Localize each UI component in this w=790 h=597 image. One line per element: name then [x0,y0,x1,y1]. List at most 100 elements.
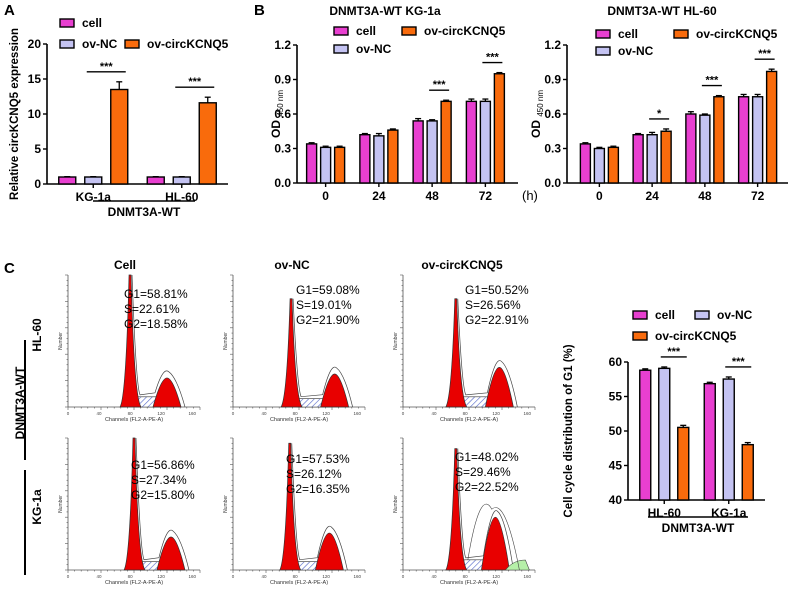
chart-c-g1-distribution: 40 45 50 55 60 Cell cycle distribution of G1 … [563,308,765,535]
flow-x-tick-label: 40 [97,411,103,416]
flow-x-tick-label: 80 [128,574,134,579]
y-tick-label: 0.3 [274,142,291,156]
legend-label: ov-circKCNQ5 [147,37,229,51]
flow-g2-peak [480,516,510,571]
flow-g1-peak [280,298,303,408]
bar-ov-circkcnq5 [660,130,672,184]
legend-swatch-ov-nc [694,310,710,320]
flow-g1-peak [279,442,302,571]
g2-value: G2=22.52% [455,480,519,494]
s-value: S=22.61% [124,302,180,316]
group-label: DNMT3A-WT [662,521,735,535]
flow-y-axis-label: Number [223,495,229,513]
flow-g2-peak [484,367,514,408]
flow-x-tick-label: 40 [262,411,268,416]
flow-x-tick-label: 160 [523,411,531,416]
chart-title-b2: DNMT3A-WT HL-60 [607,4,717,18]
flow-x-tick-label: 120 [157,411,165,416]
bar-ov-nc [699,114,711,184]
flow-x-axis-label: Channels (FL2-A-PE-A) [105,580,163,586]
g1-value: G1=59.08% [296,283,360,297]
x-tick-label: 0 [596,189,603,203]
flow-x-tick-label: 40 [97,574,103,579]
g2-value: G2=18.58% [124,317,188,331]
y-axis-label: Cell cycle distribution of G1 (%) [563,344,575,517]
x-tick-label: 72 [479,189,493,203]
flow-y-axis-label: Number [393,332,399,350]
g1-value: G1=58.81% [124,287,188,301]
significance-label: *** [667,346,681,358]
y-axis-label: OD 450 nm [529,90,545,138]
flow-x-tick-label: 0 [402,411,405,416]
significance-label: *** [433,79,447,91]
y-axis-label: OD 450 nm [269,90,285,138]
flow-stats-hl60-cell: G1=58.81% S=22.61% G2=18.58% [124,287,188,332]
flow-x-tick-label: 0 [232,411,235,416]
flow-g2-peak [314,532,344,571]
legend-swatch-ov-circkcnq5 [632,331,648,341]
flow-col-title-ovcirc: ov-circKCNQ5 [421,258,503,272]
bar-cell [305,143,318,184]
chart-b1-kg1a-od: 0.0 0.3 0.6 0.9 1.2 OD 450 nm 0 24 48 72 *** *** (h)… [269,24,538,203]
flow-y-axis-label: Number [58,332,64,350]
bar-ov-circkcnq5 [387,129,399,184]
flow-x-tick-label: 120 [322,411,330,416]
legend-label: ov-NC [356,42,392,56]
x-tick-label: 48 [425,189,439,203]
bar-cell [58,176,77,185]
significance-label: *** [758,48,772,60]
y-tick-label: 0.6 [544,107,561,121]
flow-x-tick-label: 160 [523,574,531,579]
g1-value: G1=50.52% [465,283,529,297]
flow-x-axis-label: Channels (FL2-A-PE-A) [270,580,328,586]
g1-value: G1=56.86% [131,458,195,472]
g2-value: G2=16.35% [286,482,350,496]
flow-col-title-cell: Cell [113,258,136,272]
y-tick-label: 15 [28,72,42,86]
flow-x-tick-label: 0 [232,574,235,579]
x-tick-label: 24 [645,189,659,203]
y-axis-label: Relative circKCNQ5 expression [9,28,21,200]
x-tick-label: 0 [322,189,329,203]
x-tick-label: 24 [372,189,386,203]
flow-stats-hl60-ovcirc: G1=50.52% S=26.56% G2=22.91% [465,283,529,328]
flow-x-tick-label: 120 [157,574,165,579]
significance-label: *** [100,61,114,73]
x-tick-label: 72 [751,189,765,203]
flow-g1-peak [119,274,142,408]
legend-swatch-ov-circkcnq5 [124,39,140,49]
y-tick-label: 50 [609,424,623,438]
x-tick-label: KG-1a [711,506,747,520]
flow-g1-peak [123,437,146,571]
flow-x-tick-label: 80 [293,411,299,416]
legend-label: ov-NC [618,44,654,58]
legend-swatch-cell [59,18,75,28]
g2-value: G2=22.91% [465,313,529,327]
flow-envelope-line [135,437,190,571]
flow-y-axis-label: Number [393,495,399,513]
y-tick-label: 1.2 [274,38,291,52]
bar-ov-circkcnq5 [677,426,690,501]
flow-g1-peak [445,448,468,571]
y-tick-label: 55 [609,390,623,404]
flow-x-tick-label: 160 [188,411,196,416]
flow-x-tick-label: 120 [492,574,500,579]
group-label: DNMT3A-WT [108,205,181,219]
x-axis-unit: (h) [522,188,538,203]
g2-value: G2=15.80% [131,488,195,502]
flow-envelope-line [457,298,518,408]
bar-cell [465,100,478,184]
flow-stats-kg1a-ovnc: G1=57.53% S=26.12% G2=16.35% [286,452,350,497]
flow-cytometry-histograms: 0 40 80 120 160 Channels (FL2-A-PE-A) Number 0 4… [58,274,536,586]
panel-letter-c: C [4,260,15,277]
legend-label: ov-circKCNQ5 [424,24,506,38]
flow-side-line-top [24,340,26,460]
bar-ov-circkcnq5 [765,70,778,184]
flow-g1-peak [445,298,468,408]
flow-x-tick-label: 80 [463,574,469,579]
bar-cell [412,120,424,184]
flow-envelope-line [291,443,348,571]
flow-x-axis-label: Channels (FL2-A-PE-A) [270,417,328,423]
bar-ov-circkcnq5 [333,146,346,184]
